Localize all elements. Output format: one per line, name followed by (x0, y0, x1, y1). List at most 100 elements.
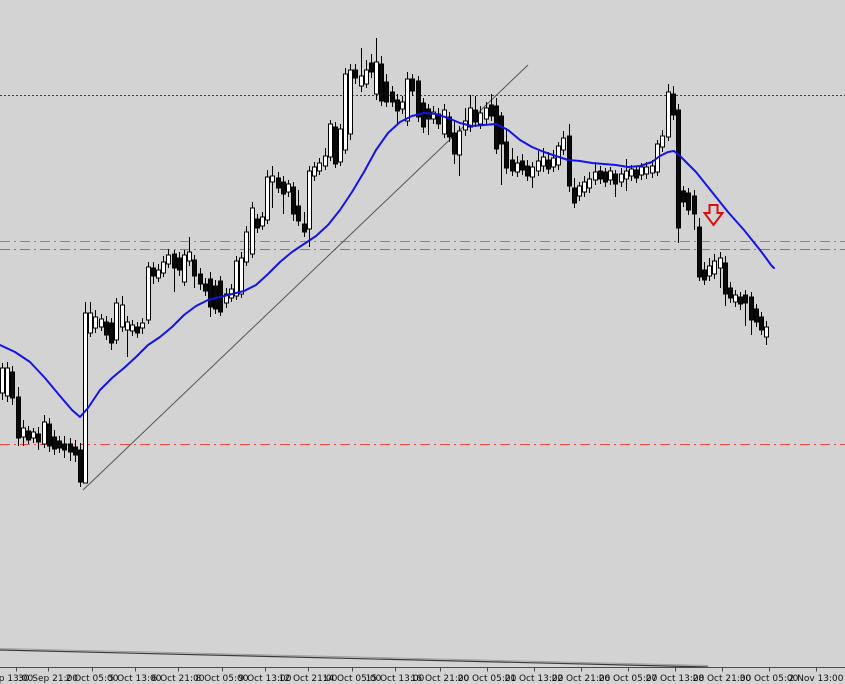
moving-average-line[interactable] (0, 112, 775, 418)
bear-candle-body (754, 308, 759, 323)
bull-candle-body (359, 75, 364, 87)
bear-candle-body (759, 316, 764, 331)
bear-candle-body (447, 116, 452, 138)
bear-candle-body (208, 278, 213, 308)
bear-candle-body (494, 105, 499, 150)
bear-candle-body (634, 169, 639, 179)
bear-candle-body (546, 159, 551, 170)
bear-candle-body (421, 102, 426, 128)
x-axis-label: 20 Oct 05:00 (458, 674, 517, 684)
bull-candle-body (146, 266, 151, 321)
bear-candle-body (57, 440, 62, 449)
bear-candle-body (728, 287, 733, 299)
bear-candle-body (676, 109, 681, 229)
bear-candle-body (52, 436, 57, 450)
bull-candle-body (619, 173, 624, 183)
bear-candle-body (686, 192, 691, 211)
bear-candle-body (192, 259, 197, 277)
x-axis-label: 22 Oct 21:00 (552, 674, 611, 684)
bear-candle-body (172, 253, 177, 269)
bull-candle-body (21, 427, 26, 438)
bear-candle-body (281, 181, 286, 195)
bull-candle-body (161, 261, 166, 274)
bull-candle-body (764, 326, 769, 338)
bear-candle-body (10, 371, 15, 399)
bear-candle-body (473, 109, 478, 123)
bear-candle-body (73, 446, 78, 456)
bull-candle-body (733, 294, 738, 303)
bear-candle-body (743, 294, 748, 304)
bear-candle-body (78, 449, 83, 483)
bull-candle-body (88, 312, 93, 334)
bear-candle-body (390, 91, 395, 103)
bear-candle-body (369, 62, 374, 73)
bear-candle-body (384, 81, 389, 103)
bull-candle-body (629, 168, 634, 177)
bear-candle-body (333, 126, 338, 165)
bear-candle-body (26, 430, 31, 441)
bull-candle-body (260, 216, 265, 227)
bull-candle-body (364, 69, 369, 85)
bull-candle-body (707, 265, 712, 277)
bull-candle-body (312, 166, 317, 177)
bear-candle-body (68, 443, 73, 453)
bull-candle-body (182, 254, 187, 283)
bear-candle-body (520, 160, 525, 171)
x-axis-label: 6 Oct 21:00 (152, 674, 205, 684)
bull-candle-body (608, 170, 613, 181)
bull-candle-body (338, 128, 343, 163)
bear-candle-body (499, 115, 504, 145)
bear-candle-body (692, 195, 697, 215)
x-axis-label: 30 Sep 21:00 (18, 674, 78, 684)
bull-candle-body (187, 251, 192, 262)
bull-candle-body (348, 69, 353, 135)
x-axis-label: 9 Oct 13:00 (239, 674, 292, 684)
bull-candle-body (431, 111, 436, 120)
bull-candle-body (374, 61, 379, 95)
bull-candle-body (93, 316, 98, 329)
bear-candle-body (296, 205, 301, 222)
bear-candle-body (697, 226, 702, 278)
x-axis-label: 21 Oct 13:00 (505, 674, 564, 684)
x-axis-label: 12 Oct 21:00 (279, 674, 338, 684)
bull-candle-body (536, 160, 541, 172)
x-axis-label: 26 Oct 05:00 (599, 674, 658, 684)
bear-candle-body (671, 93, 676, 116)
sell-signal-arrow-icon[interactable] (702, 204, 725, 227)
bear-candle-body (291, 186, 296, 215)
bull-candle-body (286, 183, 291, 193)
bear-candle-body (36, 433, 41, 443)
bull-candle-body (328, 123, 333, 158)
bear-candle-body (353, 69, 358, 79)
bull-candle-body (561, 137, 566, 151)
bull-candle-body (156, 269, 161, 279)
x-axis-label: 16 Oct 21:00 (411, 674, 470, 684)
bear-candle-body (198, 273, 203, 285)
x-axis-label: 15 Oct 13:00 (366, 674, 425, 684)
bull-candle-body (644, 166, 649, 175)
bear-candle-body (203, 283, 208, 292)
bear-candle-body (104, 321, 109, 336)
bull-candle-body (234, 260, 239, 297)
bear-candle-body (16, 396, 21, 439)
bull-candle-body (718, 257, 723, 269)
indicator-line-shadow (0, 648, 709, 666)
bull-candle-body (343, 73, 348, 151)
bull-candle-body (239, 257, 244, 295)
bull-candle-body (125, 321, 130, 331)
x-axis-label: 2 Nov 13:00 (789, 674, 844, 684)
bear-candle-body (572, 187, 577, 204)
bear-candle-body (255, 218, 260, 229)
bear-candle-body (276, 177, 281, 189)
bull-candle-body (400, 101, 405, 110)
x-axis-label: 30 Oct 05:00 (740, 674, 799, 684)
bear-candle-body (749, 296, 754, 321)
bear-candle-body (613, 173, 618, 185)
x-axis-label: 2 Oct 05:00 (66, 674, 119, 684)
bull-candle-body (660, 135, 665, 148)
x-axis-label: 8 Oct 05:00 (196, 674, 249, 684)
bull-candle-body (577, 185, 582, 197)
x-axis-label: p 13:00 (0, 674, 34, 684)
bear-candle-body (738, 296, 743, 305)
